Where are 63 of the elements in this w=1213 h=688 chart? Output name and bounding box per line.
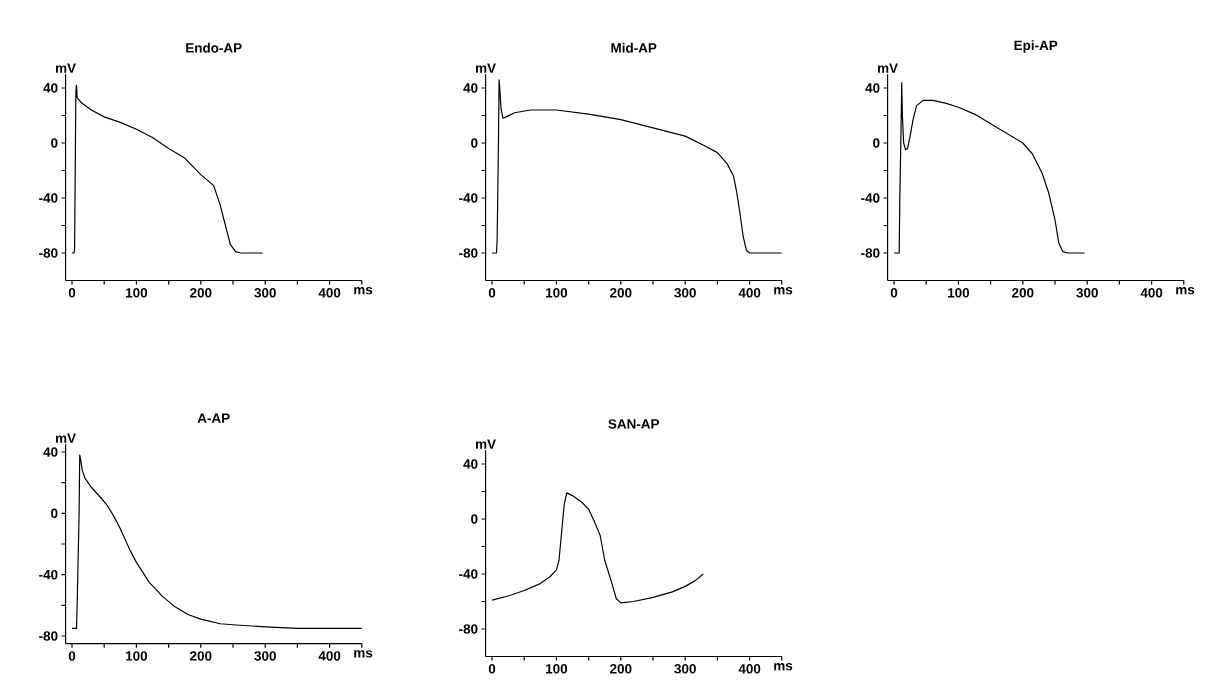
x-tick-label: 300 [1076, 288, 1098, 298]
y-tick-label: 40 [43, 447, 58, 457]
x-tick-label: 400 [318, 288, 341, 298]
x-axis-title: ms [1176, 287, 1195, 295]
y-axis-title: mV [878, 63, 898, 73]
x-axis-title: ms [774, 663, 793, 671]
y-tick-label: 0 [51, 138, 58, 148]
x-tick-label: 400 [738, 288, 761, 298]
x-tick-label: 200 [190, 288, 212, 298]
x-tick-label: 200 [190, 651, 212, 661]
x-tick-label: 0 [488, 664, 496, 674]
line-series [491, 492, 704, 604]
x-tick-label: 400 [318, 651, 341, 661]
y-tick-label: 40 [463, 459, 478, 469]
x-tick-label: 0 [68, 651, 76, 661]
y-tick-label: -40 [39, 193, 58, 203]
y-axis-title: mV [56, 433, 76, 443]
x-tick-label: 200 [610, 664, 632, 674]
y-tick-label: 0 [873, 138, 880, 148]
y-tick-label: -40 [459, 569, 478, 579]
y-tick-label: 0 [51, 508, 58, 519]
x-tick-label: 0 [488, 288, 496, 298]
y-tick-label: -40 [861, 193, 880, 203]
x-tick-label: 300 [254, 651, 276, 661]
x-tick-label: 400 [738, 664, 761, 674]
y-tick-label: -80 [459, 248, 478, 258]
x-tick-label: 0 [68, 288, 76, 298]
chart-title: A-AP [197, 413, 230, 423]
y-axis-title: mV [476, 63, 496, 73]
x-tick-label: 300 [254, 288, 276, 298]
y-tick-label: -80 [861, 248, 880, 258]
y-tick-label: -40 [459, 193, 478, 203]
y-tick-label: 40 [463, 83, 478, 93]
x-tick-label: 200 [1012, 288, 1034, 298]
y-axis-title: mV [56, 63, 76, 73]
x-tick-label: 300 [674, 288, 696, 298]
x-tick-label: 100 [546, 664, 568, 674]
x-tick-label: 200 [610, 288, 632, 298]
line-series [491, 79, 782, 254]
y-tick-label: -80 [39, 248, 58, 258]
chart-title: SAN-AP [608, 419, 660, 429]
chart-title: Mid-AP [611, 42, 657, 53]
x-tick-label: 0 [890, 288, 898, 298]
x-axis-title: ms [354, 287, 373, 295]
y-tick-label: -40 [39, 569, 58, 580]
y-tick-label: -80 [39, 631, 58, 641]
y-axis-title: mV [476, 439, 496, 449]
chart-title: Endo-AP [186, 42, 242, 53]
y-tick-label: 0 [471, 514, 478, 524]
y-tick-label: 0 [471, 138, 478, 148]
x-tick-label: 100 [126, 651, 148, 661]
x-tick-label: 100 [948, 288, 970, 298]
y-tick-label: -80 [459, 624, 478, 634]
x-tick-label: 100 [546, 288, 568, 298]
x-tick-label: 100 [126, 288, 148, 298]
x-tick-label: 300 [674, 664, 696, 674]
y-tick-label: 40 [43, 83, 58, 93]
chart-title: Epi-AP [1014, 40, 1058, 53]
y-tick-label: 40 [865, 83, 880, 93]
line-series [71, 454, 362, 629]
x-axis-title: ms [354, 650, 373, 658]
x-axis-title: ms [774, 287, 793, 295]
x-tick-label: 400 [1140, 288, 1163, 298]
